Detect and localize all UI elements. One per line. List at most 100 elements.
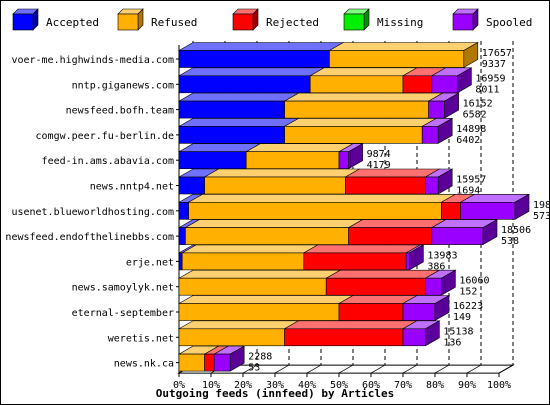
bar-segment	[348, 227, 433, 245]
bar-segment	[178, 151, 247, 169]
bar-segment-side	[409, 244, 424, 271]
bar-segment-top	[245, 143, 355, 152]
accepted-count-label: 149	[453, 312, 471, 323]
bar-segment	[431, 227, 484, 245]
bar-segment	[405, 252, 410, 271]
bar-segment	[245, 151, 340, 169]
x-tick-label: 60%	[362, 380, 380, 391]
bar-segment	[178, 202, 189, 220]
floor-diagonal	[274, 364, 290, 374]
floor-diagonal	[306, 364, 322, 374]
floor-diagonal	[338, 364, 354, 374]
bar-segment	[178, 303, 340, 321]
category-label: comgw.peer.fu-berlin.de	[36, 131, 174, 142]
x-tick-label: 20%	[234, 380, 252, 391]
bar-segment-top	[181, 244, 319, 254]
x-tick-label: 30%	[266, 380, 284, 391]
x-tick-label: 50%	[330, 380, 348, 391]
x-tick-label: 90%	[458, 380, 476, 391]
bar-segment	[425, 277, 442, 296]
bar-segment	[204, 353, 215, 372]
category-label: newsfeed.bofh.team	[66, 106, 174, 117]
legend-label: Refused	[151, 16, 197, 29]
offered-count-label: 16152	[463, 99, 493, 110]
offered-count-label: 17657	[482, 48, 512, 59]
bar-segment-top	[283, 92, 444, 102]
accepted-count-label: 53	[248, 363, 260, 374]
x-tick-label: 70%	[394, 380, 412, 391]
offered-count-label: 18506	[501, 225, 531, 236]
bar-segment-top	[283, 320, 419, 330]
accepted-count-label: 573	[533, 211, 549, 222]
bar-segment	[303, 252, 407, 271]
category-label: weretis.net	[108, 333, 174, 344]
bar-segment	[178, 227, 186, 245]
bar-segment-side	[434, 294, 450, 322]
bar-segment-top	[184, 219, 364, 228]
bar-segment-top	[187, 194, 457, 203]
legend-swatch	[12, 13, 34, 31]
bar-segment-side	[425, 320, 440, 347]
bar-segment	[185, 227, 349, 245]
bar-segment	[213, 353, 231, 372]
bar-segment	[329, 50, 465, 68]
category-label: usenet.blueworldhosting.com	[11, 207, 174, 218]
legend-swatch	[452, 13, 474, 31]
bar-segment	[178, 126, 285, 144]
x-tick-label: 10%	[202, 380, 220, 391]
accepted-count-label: 6402	[456, 135, 480, 146]
category-label: eternal-september	[72, 308, 174, 319]
offered-count-label: 16223	[453, 301, 483, 312]
bar-segment	[338, 303, 404, 321]
bar-segment	[309, 75, 404, 94]
category-label: nntp.giganews.com	[72, 80, 174, 91]
floor-diagonal	[466, 364, 482, 374]
legend-swatch	[117, 13, 139, 31]
bar-segment	[431, 75, 458, 94]
bar-segment-top	[177, 92, 300, 102]
accepted-count-label: 152	[459, 287, 477, 298]
bar-segment-side	[437, 117, 453, 144]
bar-segment-top	[302, 244, 422, 254]
legend-label: Rejected	[266, 16, 319, 29]
bar-segment	[178, 277, 327, 296]
bar-segment	[425, 176, 439, 195]
bar-segment	[402, 303, 436, 321]
bar-segment	[178, 353, 205, 372]
offered-count-label: 19833	[533, 200, 549, 211]
offered-count-label: 16959	[475, 73, 505, 84]
category-label: feed-in.ams.abavia.com	[42, 156, 174, 167]
bar-segment	[284, 100, 429, 119]
bar-segment	[178, 100, 285, 119]
legend-label: Missing	[377, 16, 423, 29]
x-tick-label: 80%	[426, 380, 444, 391]
legend-label: Accepted	[46, 16, 99, 29]
accepted-count-label: 1694	[456, 186, 480, 197]
bar-segment-top	[177, 42, 345, 51]
offered-count-label: 14898	[456, 124, 486, 135]
bar-segment	[428, 100, 445, 119]
bar-segment-top	[177, 67, 326, 77]
bar-segment-side	[441, 269, 456, 296]
bar-segment	[178, 176, 205, 195]
floor-diagonal	[370, 364, 386, 374]
bar-segment	[284, 126, 423, 144]
bar-segment	[441, 202, 461, 220]
bar-segment-top	[325, 269, 441, 279]
bar-segment	[338, 151, 349, 169]
offered-count-label: 16060	[459, 276, 489, 287]
bar-segment	[178, 252, 183, 271]
legend-swatch	[343, 13, 365, 31]
bar-segment-top	[344, 168, 441, 178]
bar-segment-top	[309, 67, 419, 77]
legend-swatch	[232, 13, 254, 31]
offered-count-label: 15957	[456, 175, 486, 186]
x-tick-label: 100%	[487, 380, 511, 391]
bar-segment-top	[177, 295, 355, 304]
accepted-count-label: 386	[427, 261, 445, 272]
category-label: news.samoylyk.net	[72, 283, 174, 294]
offered-count-label: 9874	[367, 149, 391, 160]
accepted-count-label: 9337	[482, 59, 506, 70]
offered-count-label: 13983	[427, 250, 457, 261]
